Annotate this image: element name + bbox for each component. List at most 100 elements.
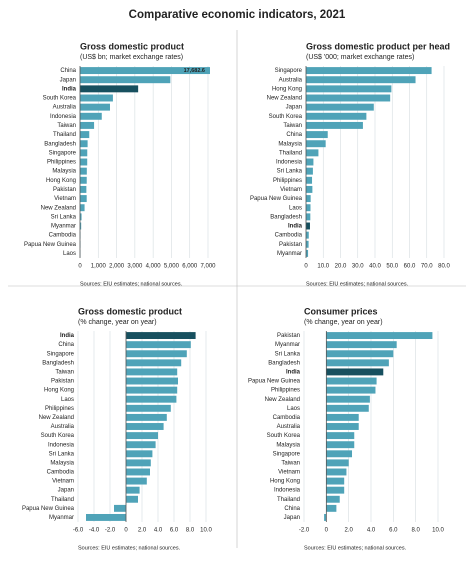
category-label: Cambodia bbox=[273, 415, 301, 421]
bar bbox=[126, 396, 176, 403]
panel-title: Gross domestic product per head bbox=[306, 41, 450, 51]
source: Sources: EIU estimates; national sources… bbox=[304, 545, 407, 551]
x-tick-label: 8.0 bbox=[186, 528, 195, 534]
category-label: Malaysia bbox=[50, 460, 74, 466]
bar bbox=[326, 332, 432, 339]
panel-title: Consumer prices bbox=[304, 306, 378, 316]
bar bbox=[326, 459, 348, 466]
x-tick-label: 6.0 bbox=[170, 528, 179, 534]
x-tick-label: 10.0 bbox=[200, 528, 212, 534]
bar bbox=[126, 350, 187, 357]
bar bbox=[326, 396, 370, 403]
category-label: Australia bbox=[51, 424, 75, 430]
category-label: Myanmar bbox=[51, 224, 76, 230]
bar bbox=[126, 423, 164, 430]
bar bbox=[80, 159, 87, 166]
category-label: South Korea bbox=[43, 96, 77, 102]
bar bbox=[306, 213, 310, 220]
category-label: Vietnam bbox=[54, 196, 76, 202]
category-label: Papua New Guinea bbox=[24, 242, 77, 248]
category-label: New Zealand bbox=[41, 205, 76, 211]
category-label: Singapore bbox=[47, 351, 75, 357]
category-label: Philippines bbox=[273, 178, 302, 184]
x-tick-label: 6,000 bbox=[182, 264, 198, 270]
category-label: Laos bbox=[61, 397, 74, 403]
x-tick-label: 50.0 bbox=[386, 264, 398, 270]
x-tick-label: 4,000 bbox=[146, 264, 162, 270]
category-label: Philippines bbox=[271, 388, 300, 394]
bar bbox=[80, 122, 94, 129]
panel-subtitle: (US$ '000; market exchange rates) bbox=[306, 54, 414, 61]
bar bbox=[126, 441, 156, 448]
category-label: New Zealand bbox=[265, 397, 300, 403]
category-label: India bbox=[62, 86, 77, 92]
category-label: Indonesia bbox=[274, 488, 301, 494]
category-label: Singapore bbox=[273, 451, 301, 457]
x-tick-label: 6.0 bbox=[389, 528, 398, 534]
x-tick-label: 80.0 bbox=[438, 264, 450, 270]
category-label: Sri Lanka bbox=[49, 451, 75, 457]
category-label: New Zealand bbox=[267, 96, 302, 102]
category-label: Hong Kong bbox=[46, 178, 76, 184]
category-label: India bbox=[288, 224, 303, 230]
x-tick-label: 3,000 bbox=[127, 264, 143, 270]
category-label: Thailand bbox=[53, 132, 76, 138]
bar bbox=[126, 496, 138, 503]
x-tick-label: 1,000 bbox=[91, 264, 107, 270]
category-label: Thailand bbox=[51, 497, 74, 503]
bar bbox=[306, 122, 363, 129]
category-label: China bbox=[58, 342, 74, 348]
x-tick-label: -6.0 bbox=[73, 528, 84, 534]
category-label: Australia bbox=[53, 105, 77, 111]
bar bbox=[306, 113, 366, 120]
bar bbox=[326, 496, 339, 503]
bar bbox=[306, 104, 374, 111]
x-tick-label: 60.0 bbox=[404, 264, 416, 270]
category-label: Sri Lanka bbox=[51, 214, 77, 220]
bar bbox=[126, 414, 167, 421]
category-label: Japan bbox=[60, 77, 76, 83]
category-label: Singapore bbox=[275, 68, 303, 74]
category-label: Japan bbox=[284, 515, 300, 521]
bar bbox=[306, 168, 313, 175]
bar bbox=[80, 140, 88, 147]
category-label: Laos bbox=[287, 406, 300, 412]
bar bbox=[126, 459, 151, 466]
category-label: Vietnam bbox=[278, 470, 300, 476]
category-label: Laos bbox=[63, 251, 76, 257]
category-label: Bangladesh bbox=[42, 360, 74, 366]
panel-title: Gross domestic product bbox=[80, 41, 184, 51]
x-tick-label: 7,000 bbox=[200, 264, 216, 270]
category-label: Singapore bbox=[49, 150, 77, 156]
bar bbox=[80, 76, 170, 83]
bar bbox=[126, 469, 150, 476]
x-tick-label: 4.0 bbox=[154, 528, 163, 534]
bar bbox=[80, 186, 86, 193]
category-label: Papua New Guinea bbox=[250, 196, 303, 202]
bar bbox=[326, 405, 368, 412]
bar bbox=[126, 432, 158, 439]
x-tick-label: 40.0 bbox=[369, 264, 381, 270]
bar bbox=[326, 378, 376, 385]
category-label: China bbox=[284, 506, 300, 512]
x-tick-label: -2.0 bbox=[299, 528, 310, 534]
bar bbox=[306, 85, 391, 92]
category-label: Indonesia bbox=[276, 160, 303, 166]
x-tick-label: 4.0 bbox=[367, 528, 376, 534]
category-label: Bangladesh bbox=[270, 214, 302, 220]
category-label: Pakistan bbox=[53, 187, 76, 193]
category-label: South Korea bbox=[267, 433, 301, 439]
x-tick-label: 2.0 bbox=[138, 528, 147, 534]
category-label: Myanmar bbox=[277, 251, 302, 257]
category-label: Hong Kong bbox=[270, 479, 300, 485]
bar bbox=[326, 432, 354, 439]
bar bbox=[306, 232, 309, 239]
category-label: Japan bbox=[286, 105, 302, 111]
category-label: China bbox=[60, 68, 76, 74]
bar bbox=[306, 177, 312, 184]
category-label: Hong Kong bbox=[44, 388, 74, 394]
x-tick-label: 2,000 bbox=[109, 264, 125, 270]
panel-subtitle: (% change, year on year) bbox=[304, 319, 383, 326]
bar bbox=[326, 350, 393, 357]
category-label: Papua New Guinea bbox=[248, 379, 301, 385]
